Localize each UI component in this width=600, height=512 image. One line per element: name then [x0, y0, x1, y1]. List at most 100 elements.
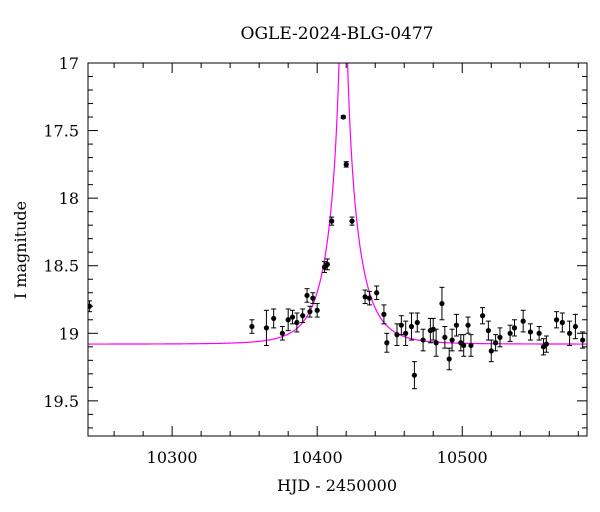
point-marker: [362, 294, 368, 300]
data-point: [511, 319, 518, 337]
data-point: [527, 323, 534, 341]
point-marker: [394, 332, 400, 338]
point-marker: [349, 218, 355, 224]
data-point: [559, 312, 565, 333]
data-point: [449, 328, 455, 352]
point-marker: [289, 314, 296, 320]
point-marker: [468, 342, 474, 349]
point-marker: [314, 307, 320, 313]
point-marker: [485, 327, 491, 334]
data-point: [314, 303, 320, 318]
data-point: [453, 313, 460, 337]
point-marker: [580, 337, 586, 343]
data-point: [520, 309, 526, 333]
data-point: [411, 361, 417, 390]
data-point: [307, 305, 313, 318]
data-point: [442, 326, 448, 349]
data-point: [543, 335, 549, 353]
point-marker: [566, 330, 573, 336]
data-point: [374, 285, 380, 301]
point-marker: [442, 334, 448, 340]
point-marker: [536, 330, 542, 336]
data-point: [310, 292, 316, 305]
data-point: [553, 311, 560, 329]
point-marker: [340, 114, 346, 120]
data-point: [324, 258, 330, 271]
data-points: [88, 114, 586, 390]
data-point: [540, 338, 547, 356]
data-point: [329, 216, 335, 226]
data-point: [439, 286, 445, 321]
y-tick-label: 18: [59, 189, 79, 208]
data-point: [304, 288, 310, 303]
point-marker: [572, 323, 578, 330]
point-marker: [465, 322, 471, 328]
data-point: [279, 326, 285, 341]
point-marker: [453, 322, 460, 328]
chart-title: OGLE-2024-BLG-0477: [241, 24, 434, 44]
point-marker: [304, 292, 310, 299]
data-point: [414, 312, 420, 333]
data-point: [465, 316, 471, 334]
data-point: [458, 334, 464, 352]
data-point: [507, 324, 513, 342]
data-point: [394, 323, 400, 346]
data-point: [566, 320, 573, 346]
model-curve: [88, 63, 587, 345]
data-point: [485, 320, 491, 341]
point-marker: [403, 330, 409, 336]
point-marker: [398, 322, 404, 328]
point-marker: [559, 319, 565, 326]
data-point: [362, 289, 368, 305]
data-point: [488, 339, 494, 363]
point-marker: [88, 303, 93, 309]
data-point: [366, 290, 373, 306]
point-marker: [411, 372, 417, 378]
data-point: [433, 328, 439, 357]
point-marker: [543, 341, 549, 347]
data-point: [294, 312, 300, 333]
x-axis-label: HJD - 2450000: [277, 476, 397, 495]
data-point: [384, 332, 390, 353]
point-marker: [285, 317, 291, 323]
data-point: [249, 319, 255, 334]
data-point: [430, 317, 436, 341]
data-point: [427, 317, 433, 344]
data-point: [349, 216, 355, 226]
point-marker: [479, 313, 486, 319]
point-marker: [384, 340, 390, 346]
data-point: [479, 307, 486, 325]
point-marker: [408, 323, 415, 330]
point-marker: [433, 340, 439, 346]
point-marker: [414, 319, 420, 326]
plot-frame: [87, 62, 588, 437]
point-marker: [279, 330, 285, 336]
y-tick-label: 19: [59, 324, 79, 343]
x-tick-label: 10300: [147, 448, 198, 467]
data-point: [408, 312, 415, 341]
axis-ticks: [88, 62, 587, 436]
point-marker: [527, 329, 534, 335]
point-marker: [374, 290, 380, 296]
data-point: [580, 331, 586, 349]
data-point: [493, 334, 499, 352]
data-point: [461, 334, 467, 357]
point-marker: [420, 337, 426, 343]
y-tick-label: 18.5: [43, 257, 79, 276]
point-marker: [449, 337, 455, 343]
data-point: [289, 309, 296, 325]
point-marker: [520, 318, 526, 324]
point-marker: [294, 319, 300, 326]
data-point: [285, 308, 291, 332]
point-marker: [381, 311, 387, 317]
data-point: [398, 315, 404, 336]
data-point: [340, 114, 346, 120]
point-marker: [497, 334, 503, 340]
point-marker: [488, 348, 494, 354]
data-point: [497, 327, 503, 348]
y-tick-label: 19.5: [43, 392, 79, 411]
point-marker: [263, 325, 270, 331]
y-tick-label: 17: [59, 54, 79, 73]
data-point: [343, 161, 349, 168]
